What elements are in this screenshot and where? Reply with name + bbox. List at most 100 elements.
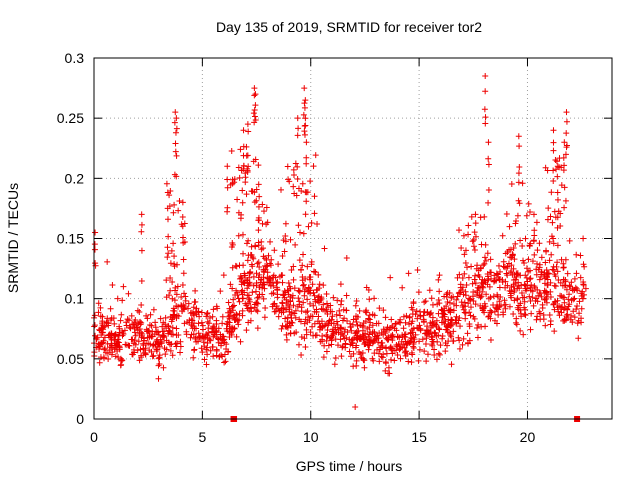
- data-point: [235, 164, 242, 171]
- data-point: [284, 323, 291, 330]
- data-point: [423, 335, 430, 342]
- data-point: [173, 115, 180, 122]
- data-point: [478, 323, 485, 330]
- data-point: [250, 273, 257, 280]
- data-point: [572, 284, 579, 291]
- data-point: [316, 320, 323, 327]
- data-point: [229, 180, 236, 187]
- data-point: [525, 256, 532, 263]
- data-point: [534, 247, 541, 254]
- data-point: [562, 197, 569, 204]
- data-point: [141, 337, 148, 344]
- data-point: [210, 306, 217, 313]
- data-point: [383, 350, 390, 357]
- data-point: [302, 115, 309, 122]
- data-point: [349, 340, 356, 347]
- data-point: [251, 189, 258, 196]
- data-point: [360, 355, 367, 362]
- data-point: [309, 323, 316, 330]
- data-point: [298, 351, 305, 358]
- data-point: [204, 309, 211, 316]
- data-point: [532, 297, 539, 304]
- data-point: [474, 325, 481, 332]
- data-point: [485, 161, 492, 168]
- data-point: [416, 346, 423, 353]
- data-point: [491, 272, 498, 279]
- data-point: [251, 199, 258, 206]
- data-point: [229, 303, 236, 310]
- data-point: [566, 291, 573, 298]
- data-point: [510, 311, 517, 318]
- data-point: [459, 274, 466, 281]
- data-point: [318, 305, 325, 312]
- data-point: [578, 305, 585, 312]
- data-point: [165, 322, 172, 329]
- data-point: [550, 267, 557, 274]
- data-point: [409, 306, 416, 313]
- data-point: [506, 223, 513, 230]
- data-point: [164, 189, 171, 196]
- data-point: [563, 109, 570, 116]
- data-point: [454, 274, 461, 281]
- data-point: [302, 211, 309, 218]
- data-point: [206, 314, 213, 321]
- data-point: [529, 258, 536, 265]
- data-point: [180, 306, 187, 313]
- data-point: [548, 251, 555, 258]
- data-point: [531, 251, 538, 258]
- data-point: [204, 351, 211, 358]
- data-point: [229, 285, 236, 292]
- data-point: [421, 299, 428, 306]
- data-point: [270, 301, 277, 308]
- data-point: [298, 308, 305, 315]
- data-point: [480, 262, 487, 269]
- data-point: [548, 189, 555, 196]
- data-point: [391, 357, 398, 364]
- data-point: [515, 170, 522, 177]
- data-point: [129, 351, 136, 358]
- data-point: [355, 349, 362, 356]
- data-point: [472, 301, 479, 308]
- data-point: [423, 358, 430, 365]
- data-point: [116, 343, 123, 350]
- data-point: [571, 314, 578, 321]
- data-point: [104, 315, 111, 322]
- data-point: [456, 345, 463, 352]
- data-point: [580, 281, 587, 288]
- data-point: [237, 338, 244, 345]
- data-point: [254, 308, 261, 315]
- data-point: [461, 270, 468, 277]
- data-point: [462, 247, 469, 254]
- data-point: [173, 173, 180, 180]
- data-point: [522, 285, 529, 292]
- data-point: [138, 247, 145, 254]
- data-point: [568, 279, 575, 286]
- data-point: [236, 174, 243, 181]
- data-point: [460, 302, 467, 309]
- data-point: [227, 281, 234, 288]
- data-point: [389, 333, 396, 340]
- data-point: [122, 341, 129, 348]
- data-point: [253, 300, 260, 307]
- data-point: [554, 214, 561, 221]
- data-point: [241, 270, 248, 277]
- data-point: [190, 304, 197, 311]
- data-point: [288, 267, 295, 274]
- data-point: [229, 264, 236, 271]
- data-point: [319, 323, 326, 330]
- plot-frame: [93, 57, 613, 420]
- data-point: [328, 336, 335, 343]
- data-point: [171, 261, 178, 268]
- data-point: [456, 289, 463, 296]
- data-point: [167, 341, 174, 348]
- data-point: [376, 346, 383, 353]
- data-point: [520, 257, 527, 264]
- data-point: [352, 302, 359, 309]
- data-point: [267, 262, 274, 269]
- data-point: [493, 305, 500, 312]
- data-point: [210, 333, 217, 340]
- data-point: [547, 213, 554, 220]
- data-point: [385, 364, 392, 371]
- data-point: [251, 92, 258, 99]
- data-point: [302, 122, 309, 129]
